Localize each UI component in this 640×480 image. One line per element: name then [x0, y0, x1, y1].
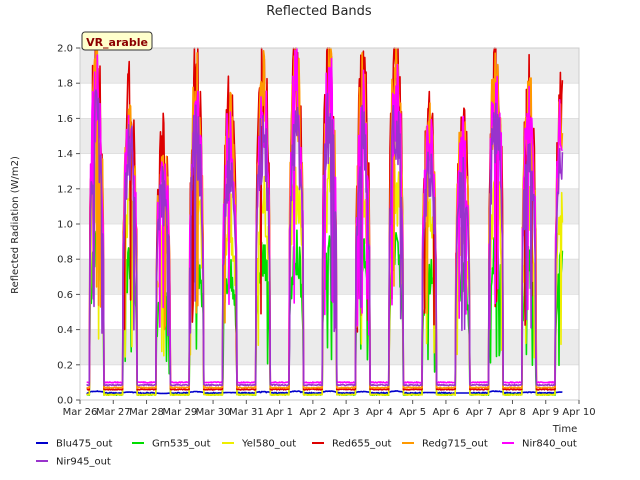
grid-band	[80, 188, 579, 224]
x-tick-label: Apr 9	[532, 407, 559, 418]
y-tick-label: 2.0	[57, 44, 73, 55]
legend-label: Nir840_out	[522, 439, 577, 450]
x-tick-label: Mar 27	[96, 407, 131, 418]
y-tick-label: 0.8	[57, 255, 73, 266]
x-tick-label: Mar 29	[162, 407, 197, 418]
site-badge-label: VR_arable	[86, 36, 148, 49]
legend-item-nir945_out: Nir945_out	[36, 457, 111, 468]
x-tick-label: Mar 28	[129, 407, 164, 418]
y-tick-label: 0.4	[57, 325, 73, 336]
x-tick-label: Apr 7	[466, 407, 493, 418]
legend-item-red655_out: Red655_out	[312, 439, 392, 450]
series-line-blu475_out	[86, 390, 563, 395]
series-layer	[86, 47, 564, 397]
legend-item-redg715_out: Redg715_out	[402, 439, 488, 450]
x-tick-label: Apr 6	[433, 407, 460, 418]
x-tick-label: Apr 10	[562, 407, 595, 418]
y-tick-label: 0.2	[57, 360, 73, 371]
y-tick-label: 1.8	[57, 79, 73, 90]
grid-band	[80, 259, 579, 295]
x-tick-label: Apr 5	[399, 407, 426, 418]
legend-item-yel580_out: Yel580_out	[222, 439, 296, 450]
legend-item-blu475_out: Blu475_out	[36, 439, 113, 450]
chart-title: Reflected Bands	[266, 4, 372, 19]
legend-item-grn535_out: Grn535_out	[132, 439, 211, 450]
legend-label: Nir945_out	[56, 457, 111, 468]
legend: Blu475_out Grn535_out Yel580_out Red655_out…	[36, 439, 577, 468]
x-tick-label: Mar 31	[229, 407, 264, 418]
x-tick-label: Mar 30	[196, 407, 231, 418]
y-axis-ticks: 0.0 0.2 0.4 0.6 0.8 1.0 1.2 1.4 1.6 1.8 2.0	[57, 44, 80, 407]
x-tick-label: Apr 2	[299, 407, 326, 418]
y-axis-label: Reflected Radiation (W/m2)	[10, 156, 21, 294]
y-tick-label: 1.2	[57, 184, 73, 195]
legend-label: Redg715_out	[422, 439, 488, 450]
x-axis-label: Time	[552, 424, 577, 435]
x-tick-label: Apr 8	[499, 407, 526, 418]
site-badge: VR_arable	[81, 31, 153, 51]
legend-label: Red655_out	[332, 439, 392, 450]
y-tick-label: 1.4	[57, 149, 73, 160]
x-tick-label: Apr 1	[266, 407, 293, 418]
x-tick-label: Apr 4	[366, 407, 393, 418]
legend-label: Grn535_out	[152, 439, 211, 450]
legend-item-nir840_out: Nir840_out	[502, 439, 577, 450]
y-tick-label: 0.0	[57, 396, 73, 407]
site-badge-box	[81, 31, 153, 51]
series-line-nir945_out	[86, 89, 564, 387]
series-line-nir840_out	[86, 47, 564, 384]
y-tick-label: 1.6	[57, 114, 73, 125]
legend-label: Yel580_out	[241, 439, 296, 450]
y-tick-label: 1.0	[57, 220, 73, 231]
y-tick-label: 0.6	[57, 290, 73, 301]
x-tick-label: Apr 3	[333, 407, 360, 418]
x-tick-label: Mar 26	[63, 407, 98, 418]
legend-label: Blu475_out	[56, 439, 113, 450]
grid-band	[80, 329, 579, 365]
